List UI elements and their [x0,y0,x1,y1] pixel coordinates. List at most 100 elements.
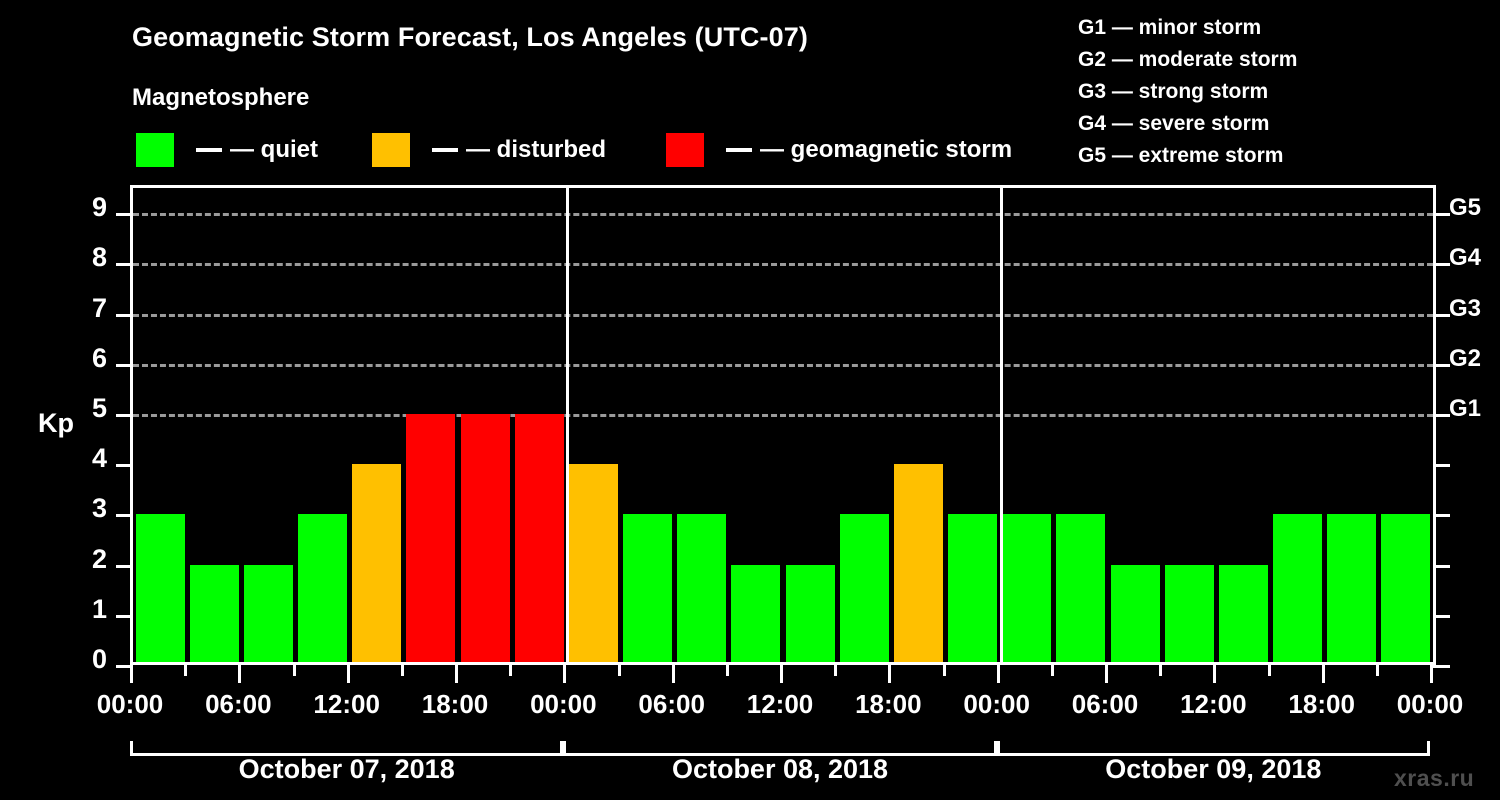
bar-kp-3-4 [1164,564,1214,665]
gridline-kp-7 [133,313,1433,317]
x-tick-20 [1213,665,1217,683]
legend-label-storm: — geomagnetic storm [760,136,1013,163]
secondary-tick-kp-2 [1433,564,1450,568]
legend-item-storm: — geomagnetic storm [666,133,1012,167]
secondary-tick-kp-5 [1433,413,1450,417]
x-tick-6 [455,665,458,683]
bar-kp-3-2 [1056,514,1106,665]
bar-kp-3-3 [1110,564,1160,665]
x-tick-label-6: 12:00 [746,689,814,719]
secondary-tick-label-g2: G2 [1449,344,1482,372]
y-tick-label-6: 6 [91,342,107,373]
legend-dash-quiet [196,148,222,152]
x-tick-8 [563,665,567,683]
day-bracket-3 [996,741,1430,756]
y-tick-6 [116,363,133,367]
secondary-tick-kp-7 [1433,313,1450,317]
bar-kp-3-5 [1218,564,1268,665]
x-axis-line [130,662,1433,665]
legend-label-quiet: — quiet [230,136,318,163]
x-tick-2 [238,665,242,683]
bar-kp-1-1 [135,514,185,665]
g-scale-row-g5: G5 — extreme storm [1078,143,1284,167]
secondary-tick-kp-3 [1433,514,1450,518]
x-tick-label-4: 00:00 [530,689,597,719]
x-tick-22 [1321,665,1325,683]
y-tick-5 [116,413,133,417]
x-tick-label-8: 00:00 [963,689,1030,719]
x-tick-15 [942,665,946,676]
day-label-1: October 07, 2018 [238,754,455,784]
secondary-tick-kp-4 [1433,464,1450,468]
gridline-kp-8 [133,263,1433,267]
day-label-2: October 08, 2018 [671,754,889,784]
x-tick-label-5: 06:00 [638,689,705,719]
bar-kp-2-4 [731,564,781,665]
bar-kp-1-8 [514,413,564,665]
y-tick-label-2: 2 [91,543,107,574]
y-axis-label: Kp [38,408,74,438]
x-tick-12 [780,665,783,683]
color-legend: — quiet — disturbed — geomagnetic storm [136,131,1012,169]
y-tick-label-1: 1 [91,593,107,624]
bar-kp-2-3 [677,514,727,665]
x-tick-label-2: 12:00 [313,689,380,719]
x-tick-7 [509,665,513,676]
bar-kp-3-1 [1002,514,1052,665]
g-scale-row-g4: G4 — severe storm [1078,111,1270,135]
y-tick-0 [116,665,133,668]
x-tick-24 [1430,665,1433,683]
x-tick-label-0: 00:00 [96,689,164,719]
bar-kp-3-8 [1381,514,1431,665]
bar-kp-2-2 [623,514,673,665]
x-tick-10 [671,665,675,683]
x-tick-14 [888,665,892,683]
bar-kp-1-6 [406,413,456,665]
watermark: xras.ru [1394,765,1475,791]
secondary-tick-label-g3: G3 [1449,294,1482,322]
y-tick-4 [116,464,133,468]
plot-inner [116,185,1450,668]
g-scale-row-g2: G2 — moderate storm [1078,47,1298,71]
orange-swatch [372,133,410,167]
y-tick-1 [116,614,133,618]
x-tick-11 [725,665,729,676]
legend-label-disturbed: — disturbed [466,136,607,163]
secondary-tick-kp-0 [1433,665,1450,668]
green-swatch [136,133,174,167]
day-label-3: October 09, 2018 [1105,754,1322,784]
y-tick-label-8: 8 [91,242,107,273]
secondary-tick-label-g4: G4 [1449,244,1482,272]
g-scale-row-g3: G3 — strong storm [1078,79,1269,103]
gridline-kp-9 [133,213,1433,217]
legend-dash-storm [726,148,753,152]
bar-kp-3-7 [1327,514,1377,665]
bar-kp-1-3 [243,564,293,665]
x-tick-label-9: 06:00 [1071,689,1139,719]
gridline-kp-5 [133,413,1433,417]
y-tick-label-4: 4 [91,443,107,474]
x-tick-5 [400,665,404,676]
x-tick-4 [346,665,350,683]
x-tick-0 [130,665,133,683]
x-tick-label-1: 06:00 [205,689,272,719]
y-tick-2 [116,564,133,568]
y-tick-label-5: 5 [91,392,107,423]
bar-kp-1-2 [189,564,239,665]
secondary-tick-kp-1 [1433,614,1450,618]
y-tick-label-9: 9 [91,192,107,223]
x-tick-16 [996,665,1000,683]
legend-item-quiet: — quiet [136,133,318,167]
y-tick-3 [116,514,133,518]
legend-item-disturbed: — disturbed [372,133,606,167]
x-tick-9 [617,665,621,676]
x-tick-label-12: 00:00 [1396,689,1464,719]
bar-kp-2-8 [948,514,998,665]
y-tick-label-3: 3 [91,493,107,524]
red-swatch [666,133,705,167]
y-tick-7 [116,313,133,317]
day-bracket-1 [130,741,564,756]
secondary-tick-label-g1: G1 [1449,394,1482,422]
y-tick-label-0: 0 [91,644,107,674]
